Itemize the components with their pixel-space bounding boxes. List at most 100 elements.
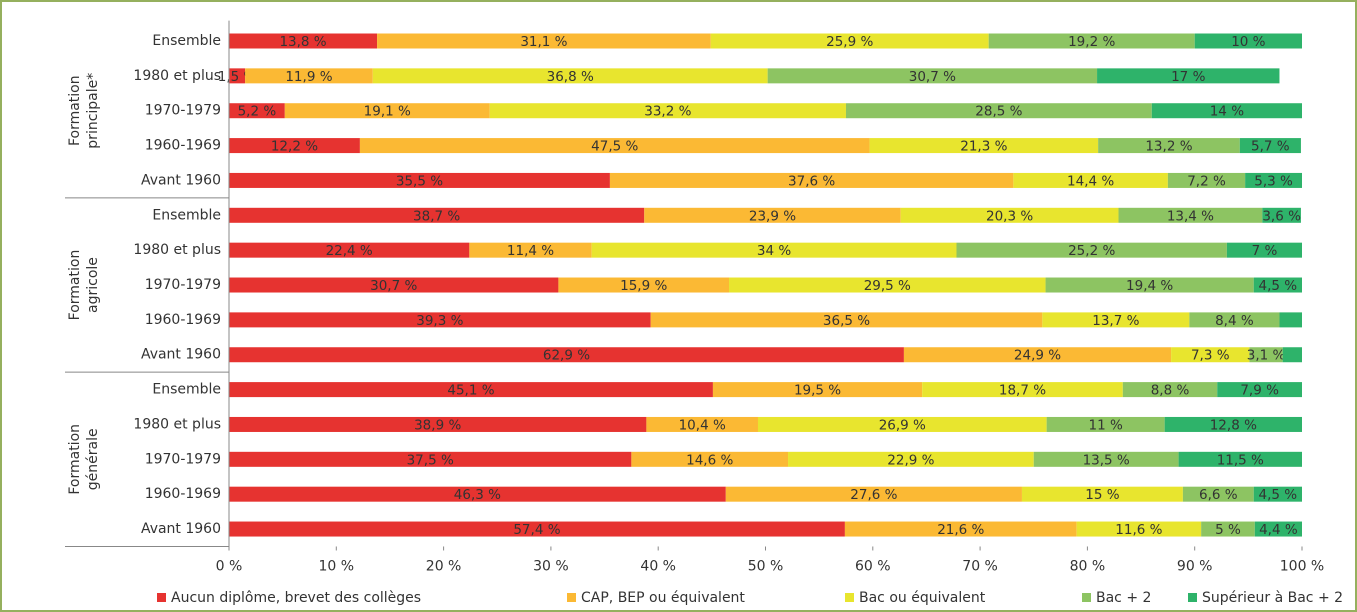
bar-segment (1226, 242, 1302, 258)
bar-segment (725, 486, 1022, 502)
value-label: 25,2 % (1068, 243, 1115, 259)
x-tick-label: 90 % (1177, 558, 1213, 574)
value-label: 11 % (1088, 417, 1122, 433)
value-label: 12,8 % (1210, 417, 1257, 433)
bar-segment (1164, 416, 1302, 432)
value-label: 34 % (757, 243, 791, 259)
value-label: 38,9 % (414, 417, 461, 433)
bar-segment (489, 103, 846, 119)
bar-segment (1279, 312, 1302, 328)
category-label: Ensemble (152, 207, 221, 223)
value-label: 19,1 % (364, 104, 411, 120)
value-label: 11,4 % (507, 243, 554, 259)
value-label: 5,3 % (1254, 173, 1293, 189)
value-label: 12,2 % (271, 139, 318, 155)
group-label: Formation principale* (67, 73, 101, 149)
bar-segment (284, 103, 490, 119)
legend-label: Bac + 2 (1096, 590, 1151, 606)
bar-segment (229, 68, 246, 84)
value-label: 62,9 % (543, 348, 590, 364)
category-label: Ensemble (152, 33, 221, 49)
legend-swatch (1082, 593, 1091, 602)
category-label: 1960-1969 (145, 312, 221, 328)
bar-segment (229, 138, 360, 154)
bar-segment (229, 521, 845, 537)
bar-segment (609, 172, 1014, 188)
value-label: 21,3 % (960, 139, 1007, 155)
bar-segment (229, 277, 559, 293)
bar-segment (1245, 172, 1302, 188)
category-label: 1980 et plus (133, 68, 221, 84)
value-label: 22,9 % (887, 452, 934, 468)
value-label: 8,8 % (1151, 383, 1190, 399)
value-label: 46,3 % (454, 487, 501, 503)
value-label: 11,9 % (285, 69, 332, 85)
bar-segment (229, 33, 378, 49)
bar-segment (845, 103, 1152, 119)
value-label: 5,7 % (1251, 139, 1290, 155)
bar-segment (1201, 521, 1255, 537)
bar-segment (245, 68, 373, 84)
group-label-line: Formation (67, 424, 83, 495)
bar-segment (767, 68, 1098, 84)
bar-segment (229, 312, 651, 328)
bar-segment (956, 242, 1227, 258)
value-label: 29,5 % (864, 278, 911, 294)
value-label: 4,5 % (1259, 487, 1298, 503)
group-label-line: principale* (85, 73, 101, 149)
category-label: 1960-1969 (145, 486, 221, 502)
bar-segment (922, 382, 1123, 398)
bar-segment (1254, 521, 1302, 537)
value-label: 15 % (1085, 487, 1119, 503)
value-label: 13,4 % (1167, 208, 1214, 224)
legend-label: Supérieur à Bac + 2 (1202, 590, 1343, 606)
bar-segment (1262, 207, 1301, 223)
bar-segment (229, 347, 904, 363)
group-label: Formation générale (67, 424, 101, 495)
bar-segment (469, 242, 592, 258)
value-label: 21,6 % (937, 522, 984, 538)
group-label-line: Formation (67, 250, 83, 321)
value-label: 23,9 % (749, 208, 796, 224)
bar-segment (229, 416, 647, 432)
value-label: 5 % (1215, 522, 1241, 538)
value-label: 28,5 % (975, 104, 1022, 120)
bar-segment (1021, 486, 1183, 502)
value-label: 27,6 % (850, 487, 897, 503)
bar-segment (1171, 347, 1250, 363)
value-label: 11,5 % (1217, 452, 1264, 468)
value-label: 19,4 % (1126, 278, 1173, 294)
value-label: 24,9 % (1014, 348, 1061, 364)
x-tick-label: 40 % (640, 558, 676, 574)
value-label: 30,7 % (909, 69, 956, 85)
value-label: 13,5 % (1083, 452, 1130, 468)
value-label: 13,8 % (279, 34, 326, 50)
x-tick-label: 20 % (426, 558, 462, 574)
value-label: 37,6 % (788, 173, 835, 189)
bar-segment (591, 242, 957, 258)
bar-segment (1097, 68, 1280, 84)
bar-segment (844, 521, 1077, 537)
x-tick-label: 80 % (1070, 558, 1106, 574)
value-label: 3,6 % (1262, 208, 1301, 224)
value-label: 36,5 % (823, 313, 870, 329)
bar-segment (1122, 382, 1218, 398)
x-tick-label: 70 % (962, 558, 998, 574)
bar-segment (229, 242, 470, 258)
bar-segment (1042, 312, 1190, 328)
value-label: 6,6 % (1199, 487, 1238, 503)
legend-label: Bac ou équivalent (859, 590, 986, 606)
legend-swatch (845, 593, 854, 602)
x-tick-label: 30 % (533, 558, 569, 574)
bar-segment (1194, 33, 1302, 49)
bar-segment (903, 347, 1172, 363)
x-tick-label: 0 % (216, 558, 243, 574)
value-label: 35,5 % (396, 173, 443, 189)
bar-segment (1151, 103, 1302, 119)
group-label-line: agricole (85, 257, 101, 313)
bar-segment (1253, 486, 1302, 502)
bar-segment (229, 207, 645, 223)
value-label: 4,4 % (1259, 522, 1298, 538)
value-label: 36,8 % (547, 69, 594, 85)
